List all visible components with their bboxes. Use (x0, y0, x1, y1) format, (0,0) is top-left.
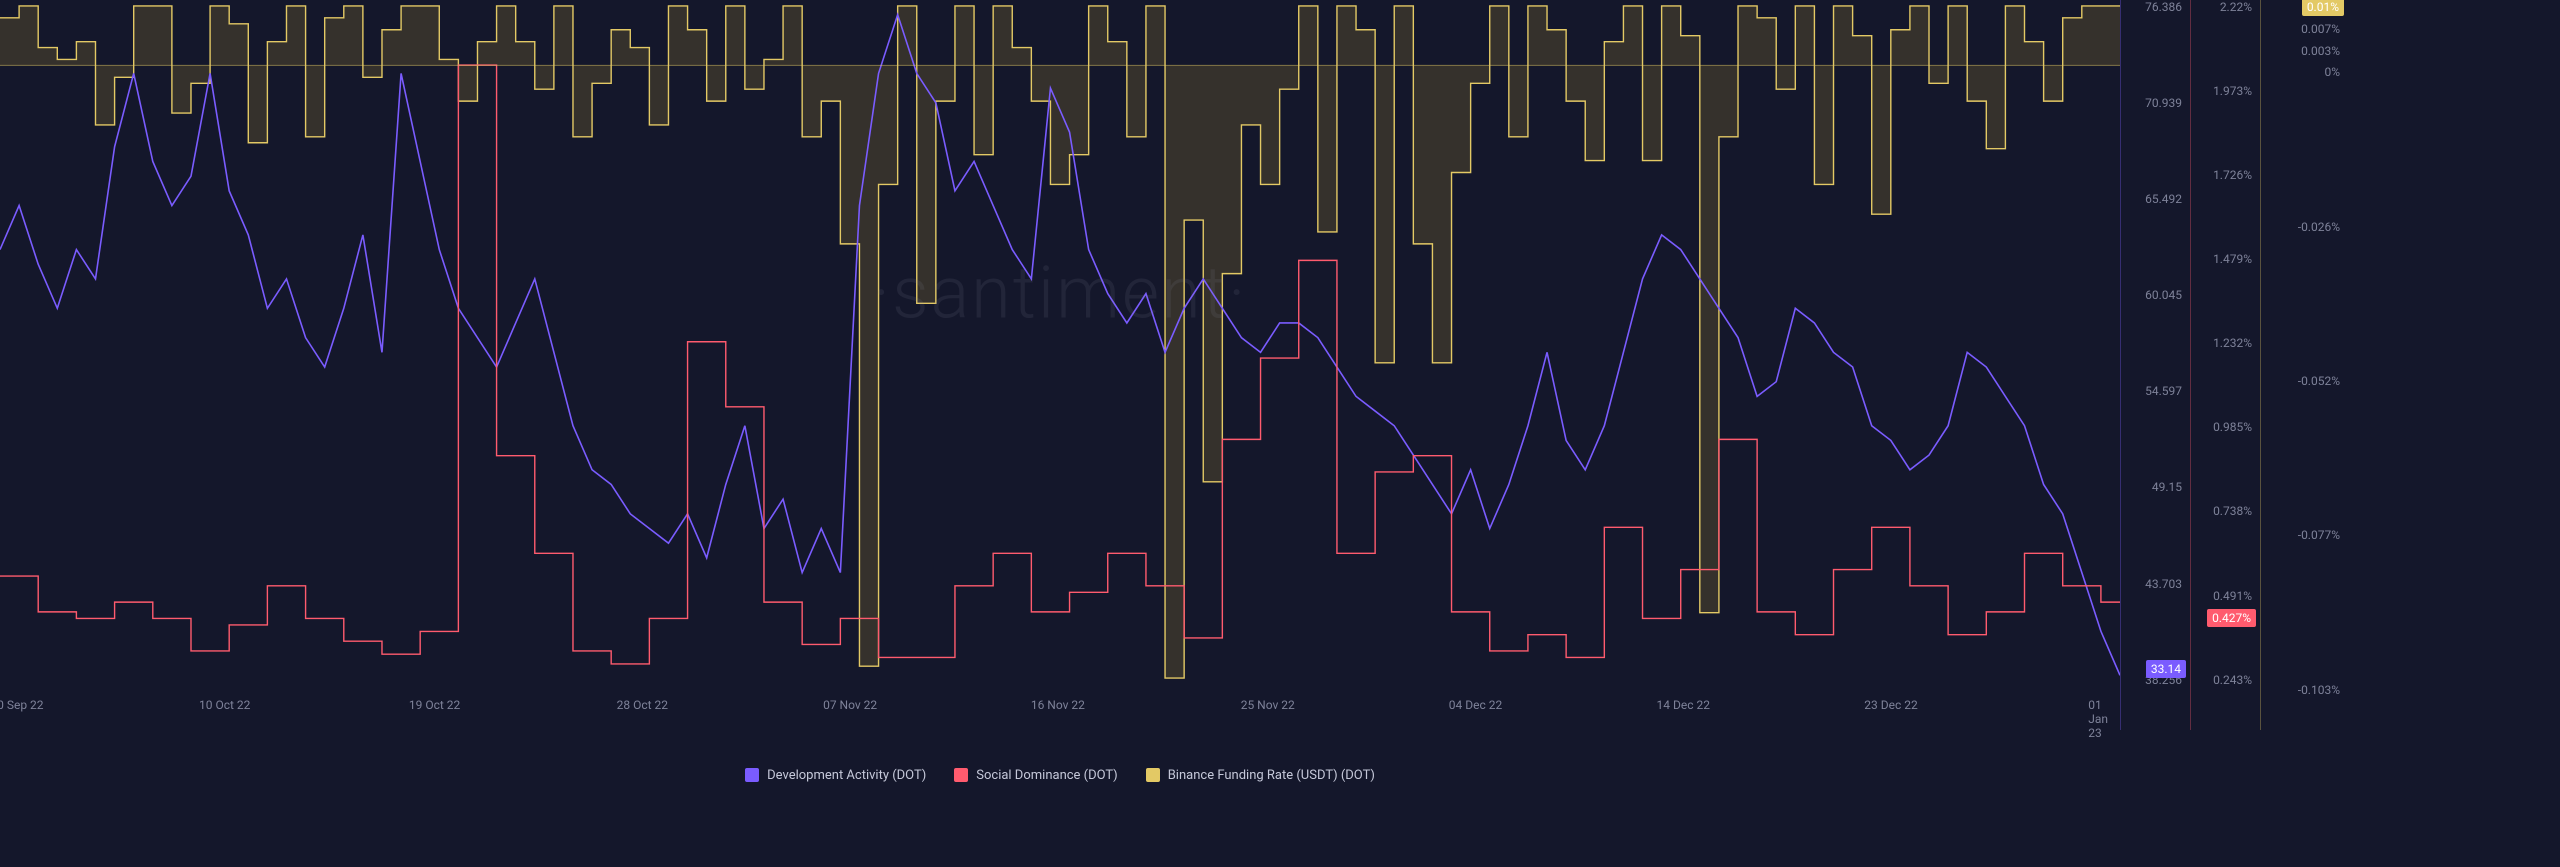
legend-label: Binance Funding Rate (USDT) (DOT) (1168, 768, 1375, 783)
y-tick: -0.026% (2298, 220, 2340, 234)
y-tick: 76.386 (2145, 0, 2182, 14)
legend: Development Activity (DOT) Social Domina… (0, 760, 2120, 790)
x-axis: 30 Sep 22 10 Oct 22 19 Oct 22 28 Oct 22 07 N… (0, 698, 2120, 722)
y-tick: -0.103% (2298, 683, 2340, 697)
legend-item-social[interactable]: Social Dominance (DOT) (954, 768, 1117, 783)
y-tick: 54.597 (2145, 384, 2182, 398)
x-tick: 07 Nov 22 (823, 698, 877, 712)
x-tick: 10 Oct 22 (199, 698, 250, 712)
y-axis-funding: 0.01% 0.007% 0.003% 0% -0.026% -0.052% -0.077%… (2260, 0, 2348, 730)
x-tick: 01 Jan 23 (2088, 698, 2109, 740)
y-badge: 0.427% (2207, 609, 2256, 627)
y-tick: 70.939 (2145, 96, 2182, 110)
y-tick: 0.491% (2213, 589, 2252, 603)
x-tick: 23 Dec 22 (1864, 698, 1917, 712)
y-tick: 0% (2324, 65, 2340, 79)
plot-area[interactable]: ·santiment· (0, 0, 2120, 730)
legend-swatch (745, 768, 759, 782)
y-tick: 2.22% (2220, 0, 2252, 14)
y-tick: 1.973% (2213, 84, 2252, 98)
x-tick: 04 Dec 22 (1449, 698, 1502, 712)
y-tick: 0.738% (2213, 504, 2252, 518)
y-badge: 0.01% (2302, 0, 2344, 16)
y-axis-dev: 76.386 70.939 65.492 60.045 54.597 49.15 43.70… (2120, 0, 2190, 730)
legend-item-dev[interactable]: Development Activity (DOT) (745, 768, 926, 783)
y-tick: 0.007% (2301, 22, 2340, 36)
y-tick: 1.479% (2213, 252, 2252, 266)
x-tick: 25 Nov 22 (1241, 698, 1295, 712)
legend-item-funding[interactable]: Binance Funding Rate (USDT) (DOT) (1146, 768, 1375, 783)
x-tick: 14 Dec 22 (1657, 698, 1710, 712)
y-tick: -0.052% (2298, 374, 2340, 388)
y-badge: 33.14 (2146, 660, 2186, 678)
legend-swatch (1146, 768, 1160, 782)
x-tick: 28 Oct 22 (617, 698, 668, 712)
y-tick: 65.492 (2145, 192, 2182, 206)
y-tick: 1.232% (2213, 336, 2252, 350)
x-tick: 30 Sep 22 (0, 698, 44, 712)
legend-swatch (954, 768, 968, 782)
x-tick: 19 Oct 22 (409, 698, 460, 712)
y-tick: 43.703 (2145, 577, 2182, 591)
y-tick: 0.985% (2213, 420, 2252, 434)
y-tick: 1.726% (2213, 168, 2252, 182)
y-tick: 49.15 (2152, 480, 2182, 494)
y-tick: -0.077% (2298, 528, 2340, 542)
chart-container: ·santiment· 30 Sep 22 10 Oct 22 19 Oct 22 2… (0, 0, 2560, 867)
y-tick: 0.243% (2213, 673, 2252, 687)
x-tick: 16 Nov 22 (1031, 698, 1085, 712)
y-axis-social: 2.22% 1.973% 1.726% 1.479% 1.232% 0.985% 0.738… (2190, 0, 2260, 730)
y-tick: 0.003% (2301, 44, 2340, 58)
legend-label: Social Dominance (DOT) (976, 768, 1117, 783)
y-tick: 60.045 (2145, 288, 2182, 302)
baseline-layer (0, 0, 2120, 690)
legend-label: Development Activity (DOT) (767, 768, 926, 783)
